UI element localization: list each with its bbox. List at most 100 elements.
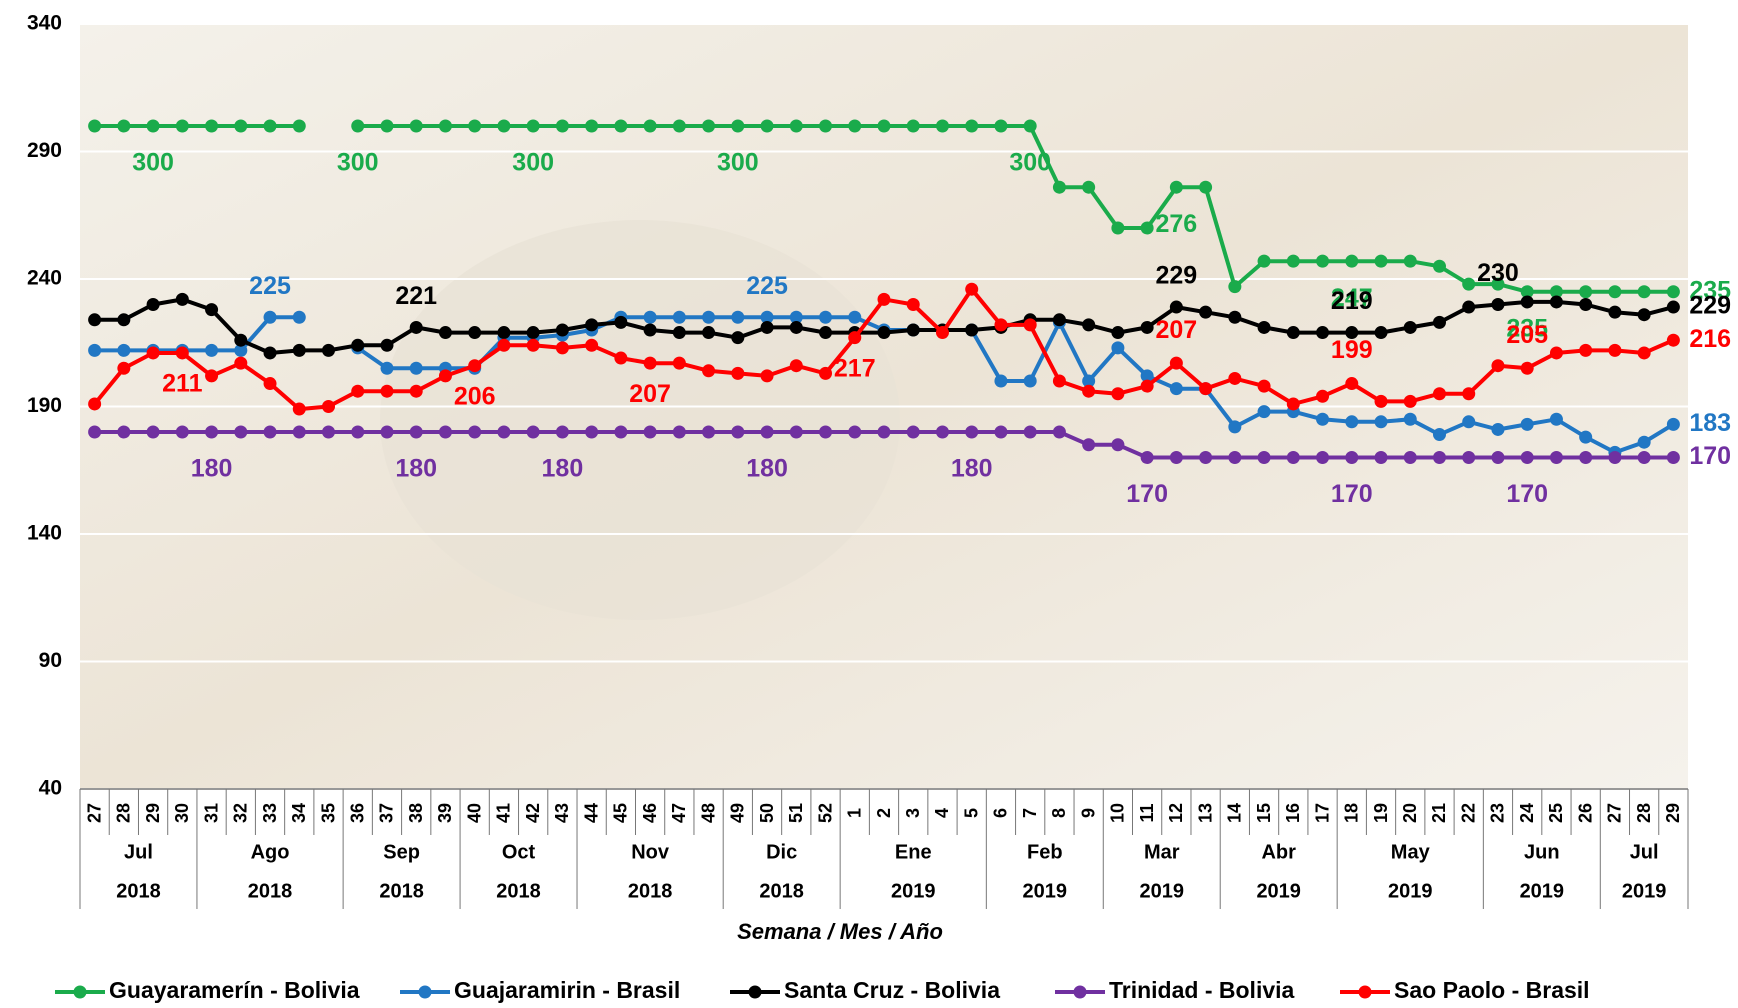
- y-tick-label: 240: [27, 267, 62, 290]
- point: [1111, 438, 1125, 452]
- year-label: 2019: [1139, 880, 1184, 902]
- year-label: 2019: [891, 880, 936, 902]
- month-label: Feb: [1027, 841, 1063, 863]
- point: [1286, 397, 1300, 411]
- point: [1579, 298, 1593, 311]
- point: [146, 119, 160, 133]
- x-tick-label: 41: [494, 803, 514, 823]
- point: [1228, 310, 1242, 324]
- point: [1403, 451, 1417, 464]
- data-label: 229: [1156, 262, 1198, 290]
- point: [1111, 341, 1125, 355]
- point: [1082, 384, 1096, 398]
- point: [526, 326, 540, 340]
- month-label: Dic: [766, 841, 797, 863]
- point: [702, 364, 716, 378]
- point: [848, 310, 862, 324]
- point: [438, 119, 452, 133]
- legend-label: Trinidad - Bolivia: [1109, 977, 1295, 1003]
- point: [380, 119, 394, 133]
- point: [760, 425, 774, 439]
- point: [175, 346, 189, 360]
- point: [1023, 425, 1037, 439]
- x-tick-label: 7: [1020, 808, 1040, 818]
- point: [1140, 369, 1154, 383]
- x-tick-label: 13: [1195, 803, 1215, 823]
- data-label: 170: [1506, 480, 1548, 508]
- point: [906, 425, 920, 439]
- x-tick-label: 27: [84, 803, 104, 823]
- point: [643, 310, 657, 324]
- x-tick-label: 43: [552, 803, 572, 823]
- point: [789, 425, 803, 439]
- data-label: 230: [1477, 259, 1519, 287]
- point: [409, 425, 423, 439]
- x-tick-label: 15: [1254, 803, 1274, 823]
- point: [789, 320, 803, 334]
- point: [1345, 377, 1359, 391]
- point: [1111, 387, 1125, 401]
- point: [935, 119, 949, 133]
- point: [468, 119, 482, 133]
- point: [117, 425, 131, 439]
- point: [555, 119, 569, 133]
- point: [1462, 451, 1476, 464]
- point: [234, 356, 248, 370]
- point: [643, 425, 657, 439]
- point: [117, 343, 131, 357]
- point: [1491, 359, 1505, 373]
- point: [965, 119, 979, 133]
- data-label: 183: [1689, 409, 1731, 437]
- point: [1228, 280, 1242, 294]
- x-tick-label: 29: [1663, 803, 1683, 823]
- point: [965, 323, 979, 337]
- point: [906, 298, 920, 311]
- point: [205, 343, 219, 357]
- point: [1491, 298, 1505, 311]
- point: [205, 369, 219, 383]
- point: [117, 119, 131, 133]
- year-label: 2019: [1388, 880, 1433, 902]
- point: [1403, 254, 1417, 268]
- point: [672, 425, 686, 439]
- point: [614, 315, 628, 329]
- point: [468, 326, 482, 340]
- legend-marker: [748, 985, 762, 999]
- x-tick-label: 45: [611, 803, 631, 823]
- x-tick-label: 26: [1575, 803, 1595, 823]
- x-tick-label: 17: [1312, 803, 1332, 823]
- point: [1052, 180, 1066, 194]
- point: [117, 313, 131, 327]
- month-label: May: [1391, 841, 1431, 863]
- point: [585, 338, 599, 352]
- x-tick-label: 33: [260, 803, 280, 823]
- point: [848, 425, 862, 439]
- x-tick-label: 47: [669, 803, 689, 823]
- x-tick-label: 27: [1605, 803, 1625, 823]
- point: [468, 425, 482, 439]
- point: [146, 346, 160, 360]
- point: [292, 425, 306, 439]
- x-tick-label: 3: [903, 808, 923, 818]
- point: [789, 310, 803, 324]
- x-tick-label: 31: [201, 803, 221, 823]
- point: [468, 359, 482, 373]
- point: [175, 292, 189, 306]
- point: [88, 119, 102, 133]
- point: [1345, 415, 1359, 429]
- point: [877, 119, 891, 133]
- point: [1462, 415, 1476, 429]
- point: [409, 119, 423, 133]
- point: [1637, 451, 1651, 464]
- point: [614, 425, 628, 439]
- year-label: 2018: [248, 880, 293, 902]
- point: [1549, 346, 1563, 360]
- point: [263, 346, 277, 360]
- data-label: 219: [1331, 287, 1373, 315]
- point: [1579, 430, 1593, 444]
- point: [672, 310, 686, 324]
- point: [760, 369, 774, 383]
- point: [292, 119, 306, 133]
- point: [1374, 451, 1388, 464]
